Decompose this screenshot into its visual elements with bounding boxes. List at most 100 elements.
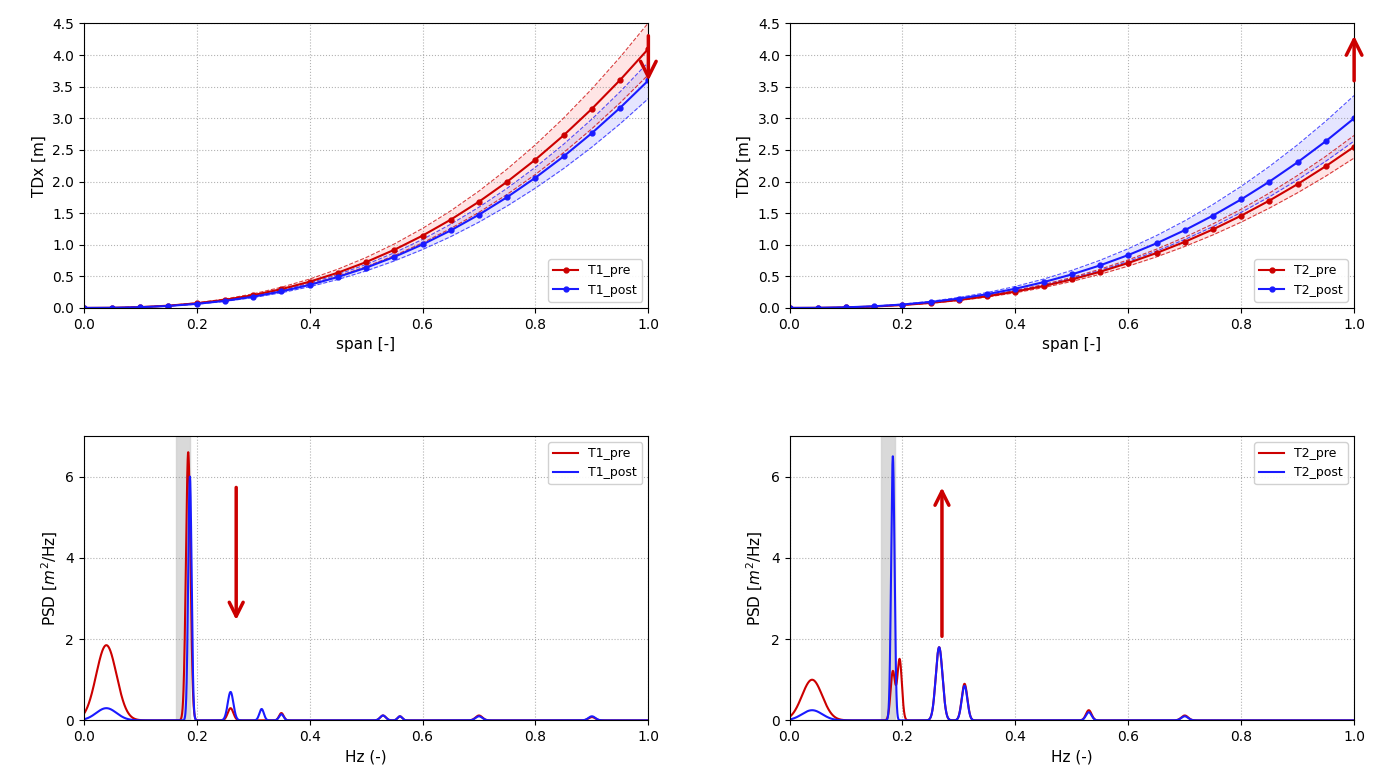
T1_post (161, 301, 177, 311)
T1_pre (180, 448, 197, 457)
T1_pre (216, 295, 233, 305)
T1_post (498, 193, 515, 202)
T1_pre (75, 303, 92, 312)
T1_post (385, 252, 402, 262)
T1_post (188, 299, 205, 309)
T1_pre (244, 290, 261, 300)
T1_pre (177, 527, 194, 536)
T1_pre (302, 277, 318, 287)
T1_post (540, 716, 557, 725)
T2_post (1092, 261, 1108, 270)
T1_pre (584, 104, 600, 114)
Line: T1_pre: T1_pre (84, 453, 648, 720)
T1_pre (415, 716, 431, 725)
Line: T2_pre: T2_pre (787, 144, 1357, 310)
T1_post (556, 152, 572, 161)
T2_post (893, 300, 910, 309)
T1_pre (415, 231, 431, 240)
T2_post (810, 303, 826, 312)
T1_post (302, 280, 318, 290)
T1_pre (443, 716, 459, 725)
T2_post (782, 303, 799, 312)
T1_pre (357, 258, 374, 267)
T2_pre (923, 298, 940, 308)
T1_post (75, 303, 92, 312)
T2_post (866, 301, 882, 311)
T1_pre (161, 301, 177, 310)
T2_pre (979, 291, 995, 301)
T2_pre (893, 301, 910, 310)
T2_post (1233, 195, 1249, 204)
T1_pre (470, 197, 487, 207)
T1_pre (329, 268, 346, 277)
T1_post (181, 472, 198, 482)
T2_pre (1036, 281, 1053, 290)
T1_pre (639, 716, 656, 725)
T2_pre (1245, 716, 1262, 725)
T2_pre (1149, 716, 1166, 725)
X-axis label: Hz (-): Hz (-) (345, 749, 387, 765)
T1_post (216, 296, 233, 305)
T2_pre (884, 669, 900, 679)
Line: T1_post: T1_post (81, 78, 651, 310)
T1_pre (540, 716, 557, 725)
Line: T2_post: T2_post (787, 116, 1357, 310)
T1_pre (131, 302, 148, 312)
T1_pre (103, 303, 120, 312)
Y-axis label: TDx [m]: TDx [m] (32, 135, 46, 197)
T2_pre (1007, 287, 1023, 296)
T1_post (528, 173, 544, 182)
T2_pre (1346, 142, 1362, 151)
T2_post (1261, 177, 1277, 186)
Line: T1_pre: T1_pre (81, 46, 651, 310)
T1_pre (497, 716, 514, 725)
T2_pre (1120, 258, 1136, 268)
T2_pre (810, 303, 826, 312)
T1_post (639, 76, 656, 85)
T2_post (923, 298, 940, 307)
T1_post (584, 128, 600, 138)
T2_post (1245, 716, 1262, 725)
T2_post (951, 294, 967, 303)
T2_pre (782, 713, 799, 722)
T1_post (274, 287, 290, 296)
T2_pre (1092, 267, 1108, 276)
T2_pre (997, 716, 1013, 725)
T1_post (131, 302, 148, 312)
T2_post (1120, 251, 1136, 260)
T2_pre (1233, 211, 1249, 220)
T1_post (415, 716, 431, 725)
T2_pre (782, 303, 799, 312)
T1_post (177, 690, 194, 699)
T2_pre (1177, 237, 1194, 247)
Bar (881, 436, 895, 720)
T1_post (497, 716, 514, 725)
T1_pre (188, 298, 205, 308)
T2_pre (1120, 716, 1136, 725)
T2_pre (1064, 275, 1081, 284)
T2_post (1307, 716, 1323, 725)
T2_post (1205, 211, 1222, 220)
T1_post (244, 292, 261, 301)
T1_pre (385, 245, 402, 254)
Legend: T1_pre, T1_post: T1_pre, T1_post (549, 442, 642, 485)
T1_pre (639, 44, 656, 53)
T2_post (782, 715, 799, 724)
T2_post (838, 302, 854, 312)
Y-axis label: PSD [$m^2$/Hz]: PSD [$m^2$/Hz] (39, 531, 60, 626)
T2_post (1007, 284, 1023, 294)
T2_post (1177, 226, 1194, 235)
T2_post (1149, 716, 1166, 725)
X-axis label: Hz (-): Hz (-) (1051, 749, 1093, 765)
T2_pre (1261, 196, 1277, 205)
T1_pre (274, 284, 290, 294)
Legend: T2_pre, T2_post: T2_pre, T2_post (1254, 442, 1349, 485)
T2_post (884, 478, 900, 487)
T2_post (1120, 716, 1136, 725)
T2_post (885, 452, 902, 461)
Legend: T1_pre, T1_post: T1_pre, T1_post (549, 259, 642, 301)
T1_post (443, 716, 459, 725)
T1_post (318, 716, 335, 725)
T1_pre (75, 709, 92, 719)
Line: T2_post: T2_post (790, 456, 1354, 720)
